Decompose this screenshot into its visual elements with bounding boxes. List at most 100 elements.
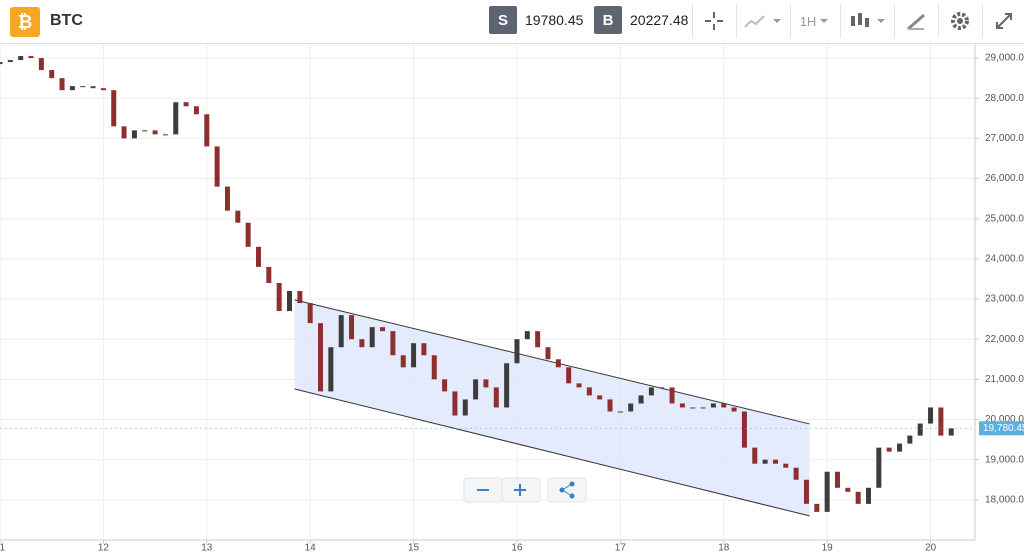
candle-body	[938, 407, 944, 436]
candle-body	[359, 339, 365, 348]
candle-body	[287, 290, 293, 312]
channel-upper	[294, 299, 810, 425]
icon	[907, 13, 925, 31]
candle-body	[28, 56, 34, 59]
y-tick-label: 21,000.00	[985, 374, 1024, 385]
candle-body	[390, 331, 396, 356]
x-tick-label: 19	[822, 543, 834, 554]
candle-body	[328, 347, 334, 392]
candle-body	[152, 130, 158, 135]
candle-body	[90, 86, 96, 89]
candle-body	[59, 78, 65, 91]
candle-body	[638, 395, 644, 404]
candle-body	[772, 459, 778, 464]
candle-body	[452, 391, 458, 416]
candle-body	[411, 343, 417, 368]
icon	[996, 13, 1012, 29]
candle-body	[928, 407, 934, 424]
candle-body	[731, 407, 737, 412]
candle-body	[762, 459, 768, 464]
candle-body	[710, 403, 716, 408]
zoom-controls	[463, 477, 587, 503]
candle-body	[111, 90, 117, 127]
candle-body	[721, 403, 727, 408]
settings-button[interactable]	[938, 4, 981, 38]
candle-body	[0, 62, 3, 65]
candle-body	[535, 331, 541, 348]
last-price-label: 19,780.45	[983, 423, 1024, 434]
candle-body	[700, 407, 706, 409]
chart-type-button[interactable]	[736, 4, 789, 38]
candle-body	[597, 395, 603, 400]
candle-body	[876, 447, 882, 488]
candle-body	[752, 447, 758, 464]
candle-body	[131, 130, 137, 139]
icon	[705, 12, 723, 30]
plus-icon	[514, 484, 526, 496]
candle-body	[659, 387, 665, 389]
candle-body	[886, 447, 892, 452]
candle-body	[855, 491, 861, 504]
candle-body	[421, 343, 427, 356]
x-tick-label: 11	[0, 543, 6, 554]
candle-body	[69, 86, 75, 91]
candle-body	[628, 403, 634, 412]
candle-body	[834, 471, 840, 488]
draw-button[interactable]	[894, 4, 937, 38]
candle-body	[555, 359, 561, 368]
plot-area	[0, 44, 975, 540]
candle-body	[483, 379, 489, 388]
y-tick-label: 28,000.00	[985, 93, 1024, 104]
y-tick-label: 27,000.00	[985, 133, 1024, 144]
candle-body	[679, 403, 685, 408]
candle-body	[162, 134, 168, 136]
x-tick-label: 13	[201, 543, 213, 554]
crosshair-button[interactable]	[692, 4, 735, 38]
candle-body	[121, 126, 127, 139]
toolbar: ₿ BTC S 19780.45 B 20227.48 1H	[0, 0, 1024, 44]
candle-body	[266, 266, 272, 283]
candle-body	[845, 487, 851, 492]
candle-body	[566, 367, 572, 384]
y-tick-label: 24,000.00	[985, 254, 1024, 265]
share[interactable]	[547, 477, 587, 503]
candle-body	[617, 411, 623, 413]
sell-price: 19780.45	[525, 12, 584, 28]
candle-button[interactable]	[840, 4, 893, 38]
candle-body	[214, 146, 220, 187]
buy-button[interactable]: B 20227.48	[594, 6, 688, 34]
buy-label: B	[594, 6, 622, 34]
candle-body	[49, 70, 55, 79]
interval-button[interactable]: 1H	[790, 4, 839, 38]
x-tick-label: 20	[925, 543, 937, 554]
x-tick-label: 15	[408, 543, 420, 554]
share-icon	[559, 481, 575, 499]
y-tick-label: 20,000.00	[985, 414, 1024, 425]
candle-body	[338, 315, 344, 348]
candle-body	[648, 387, 654, 396]
candle-body	[7, 60, 13, 63]
candle-body	[545, 347, 551, 360]
icon	[851, 13, 885, 27]
candle-body	[866, 487, 872, 504]
y-tick-label: 26,000.00	[985, 173, 1024, 184]
candle-body	[431, 355, 437, 380]
candle-body	[204, 114, 210, 147]
candle-body	[462, 399, 468, 416]
fullscreen-button[interactable]	[982, 4, 1024, 38]
y-tick-label: 29,000.00	[985, 53, 1024, 64]
sell-button[interactable]: S 19780.45	[489, 6, 583, 34]
candle-body	[224, 186, 230, 211]
candle-body	[307, 303, 313, 324]
candle-body	[690, 407, 696, 409]
candle-body	[245, 222, 251, 247]
candle-body	[783, 463, 789, 468]
y-tick-label: 25,000.00	[985, 213, 1024, 224]
candle-body	[493, 387, 499, 408]
candle-body	[183, 102, 189, 107]
candle-body	[504, 363, 510, 408]
candle-body	[741, 411, 747, 448]
candle-body	[80, 86, 86, 88]
y-tick-label: 23,000.00	[985, 294, 1024, 305]
candle-body	[524, 331, 530, 340]
